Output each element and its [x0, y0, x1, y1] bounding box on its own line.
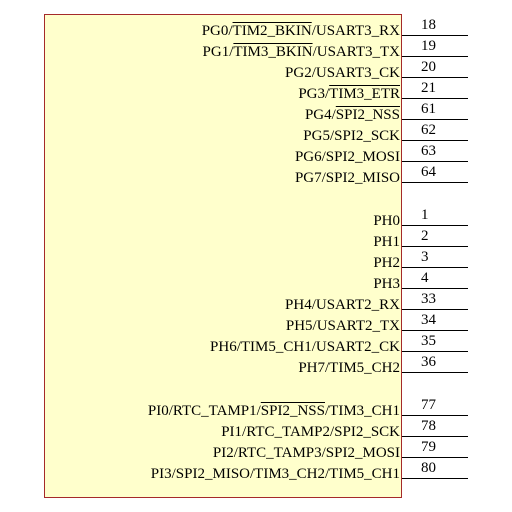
pin-label-part: PG3/: [298, 86, 330, 102]
pin-line: [402, 351, 468, 352]
pin-label-overlined: SPI2_NSS: [260, 403, 325, 419]
pin-line: [402, 330, 468, 331]
pin-number: 18: [421, 17, 436, 33]
pin-label-part: /USART3_RX: [311, 23, 400, 39]
pin-label: PH4/USART2_RX: [285, 297, 400, 313]
pin-line: [402, 161, 468, 162]
pin-label-part: PI0/RTC_TAMP1/: [147, 403, 261, 419]
pin-label-part: PI2/RTC_TAMP3/SPI2_MOSI: [212, 445, 400, 461]
pin-label: PG5/SPI2_SCK: [303, 128, 400, 144]
pin-line: [402, 267, 468, 268]
pin-label: PH2: [373, 255, 400, 271]
pin-label: PG1/TIM3_BKIN/USART3_TX: [203, 44, 400, 60]
pin-label: PG7/SPI2_MISO: [295, 170, 400, 186]
pin-number: 2: [421, 228, 429, 244]
pin-label-part: PG5/SPI2_SCK: [303, 128, 400, 144]
pin-label-part: PG2/USART3_CK: [285, 65, 400, 81]
pin-label-part: PH1: [373, 234, 400, 250]
pin-label: PH1: [373, 234, 400, 250]
pin-label: PI3/SPI2_MISO/TIM3_CH2/TIM5_CH1: [151, 466, 400, 482]
pin-line: [402, 98, 468, 99]
pin-label: PH6/TIM5_CH1/USART2_CK: [210, 339, 400, 355]
pin-label-overlined: SPI2_NSS: [335, 107, 400, 123]
chip-body: [44, 14, 402, 498]
pin-line: [402, 457, 468, 458]
pin-number: 3: [421, 249, 429, 265]
pin-number: 35: [421, 333, 436, 349]
pin-label-part: PG1/: [202, 44, 234, 60]
pin-line: [402, 288, 468, 289]
pin-label-part: PG4/: [304, 107, 336, 123]
pin-line: [402, 436, 468, 437]
pin-label: PG3/TIM3_ETR: [298, 86, 400, 102]
pin-label-part: PG0/: [201, 23, 233, 39]
pin-label: PG4/SPI2_NSS: [305, 107, 400, 123]
pin-label-part: PH4/USART2_RX: [285, 297, 400, 313]
pin-label: PI1/RTC_TAMP2/SPI2_SCK: [221, 424, 400, 440]
pin-label-part: PH6/TIM5_CH1/USART2_CK: [210, 339, 400, 355]
pin-label-part: /USART3_TX: [312, 44, 400, 60]
pin-label-part: PI1/RTC_TAMP2/SPI2_SCK: [221, 424, 400, 440]
pin-line: [402, 182, 468, 183]
pin-number: 33: [421, 291, 436, 307]
pin-label-part: PG7/SPI2_MISO: [294, 170, 400, 186]
pin-number: 34: [421, 312, 436, 328]
pin-line: [402, 77, 468, 78]
pin-label-part: /TIM3_CH1: [325, 403, 400, 419]
pin-label-part: PH7/TIM5_CH2: [298, 360, 400, 376]
pin-number: 64: [421, 164, 436, 180]
pin-line: [402, 56, 468, 57]
pin-line: [402, 140, 468, 141]
pin-number: 21: [421, 80, 436, 96]
pin-label-part: PI3/SPI2_MISO/TIM3_CH2/TIM5_CH1: [150, 466, 400, 482]
pin-label-overlined: TIM2_BKIN: [232, 23, 312, 39]
pin-number: 19: [421, 38, 436, 54]
pin-label: PI2/RTC_TAMP3/SPI2_MOSI: [213, 445, 400, 461]
pin-label-overlined: TIM3_BKIN: [233, 44, 313, 60]
pin-label: PH3: [373, 276, 400, 292]
pin-number: 80: [421, 460, 436, 476]
pin-number: 77: [421, 397, 436, 413]
pin-line: [402, 225, 468, 226]
pin-number: 63: [421, 143, 436, 159]
pin-number: 78: [421, 418, 436, 434]
pin-label-part: PH3: [373, 276, 400, 292]
pin-number: 61: [421, 101, 436, 117]
pin-line: [402, 309, 468, 310]
pin-label-part: PH2: [373, 255, 400, 271]
pin-label: PI0/RTC_TAMP1/SPI2_NSS/TIM3_CH1: [148, 403, 400, 419]
pin-label: PG6/SPI2_MOSI: [295, 149, 400, 165]
pin-line: [402, 35, 468, 36]
pin-label: PH5/USART2_TX: [286, 318, 400, 334]
pin-number: 62: [421, 122, 436, 138]
pin-line: [402, 415, 468, 416]
pin-number: 79: [421, 439, 436, 455]
pin-number: 36: [421, 354, 436, 370]
pin-label: PG0/TIM2_BKIN/USART3_RX: [202, 23, 400, 39]
pin-line: [402, 478, 468, 479]
pin-number: 4: [421, 270, 429, 286]
pin-number: 20: [421, 59, 436, 75]
pin-label: PG2/USART3_CK: [285, 65, 400, 81]
pin-label-part: PH5/USART2_TX: [285, 318, 400, 334]
pin-label: PH0: [373, 213, 400, 229]
pin-line: [402, 119, 468, 120]
pin-line: [402, 372, 468, 373]
pin-label-part: PG6/SPI2_MOSI: [294, 149, 400, 165]
pin-line: [402, 246, 468, 247]
pin-label: PH7/TIM5_CH2: [298, 360, 400, 376]
pin-label-overlined: TIM3_ETR: [329, 86, 400, 102]
pin-label-part: PH0: [373, 213, 400, 229]
pin-number: 1: [421, 207, 429, 223]
